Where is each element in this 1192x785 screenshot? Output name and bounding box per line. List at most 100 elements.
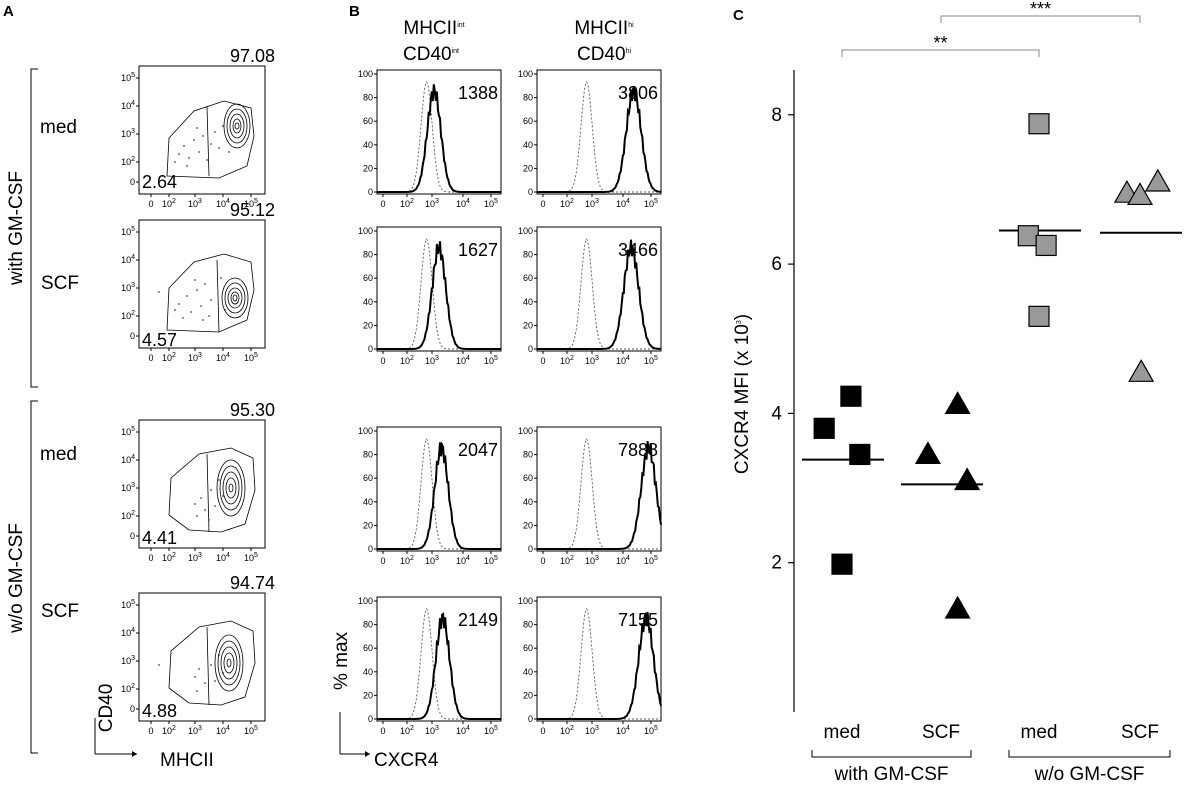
panel-a-y-tick-2-4: 105 [121, 226, 135, 237]
panel-b-x-tick: 104 [456, 555, 470, 566]
panel-a-y-tick-1-0: 0 [130, 177, 135, 187]
cxcr4-stain-curve [537, 441, 662, 550]
histogram-int-2: 0 102 103 104 105 0 20 40 60 80 100 1627 [358, 226, 502, 366]
panel-a-y-tick-1-1: 102 [121, 156, 135, 167]
panel-b-x-tick: 103 [585, 555, 599, 566]
panel-b-x-tick: 102 [560, 198, 574, 209]
panel-a-x-tick-1-0: 0 [148, 199, 153, 209]
column-header-int-line2: CD40int [403, 44, 459, 65]
histogram-hi-2: 0 102 103 104 105 0 20 40 60 80 100 3466 [518, 226, 662, 366]
panel-a-x-tick-3-3: 104 [216, 552, 230, 563]
panel-b-x-tick: 105 [644, 725, 658, 736]
condition-label-a-4: SCF [41, 601, 79, 622]
panel-a-x-tick-3-0: 0 [148, 553, 153, 563]
panel-b-y-tick: 0 [528, 714, 533, 724]
panel-a-y-tick-4-2: 103 [121, 655, 135, 666]
panel-b-y-tick: 80 [523, 93, 533, 103]
panel-b-x-tick: 0 [380, 356, 385, 366]
y-tick-label: 4 [771, 403, 782, 424]
group-bracket-1 [1008, 750, 1171, 758]
panel-b-x-tick: 104 [616, 725, 630, 736]
panel-b-y-tick: 100 [358, 226, 373, 236]
y-tick-label: 8 [771, 105, 782, 126]
cxcr4-stain-curve [377, 241, 501, 350]
panel-b-y-tick: 40 [523, 497, 533, 507]
panel-b-y-tick: 0 [368, 187, 373, 197]
gate-high-pct-1: 97.08 [230, 46, 275, 66]
panel-a-x-tick-2-2: 103 [188, 352, 202, 363]
panel-b-y-tick: 40 [523, 667, 533, 677]
panel-a-x-tick-1-1: 102 [162, 198, 176, 209]
panel-b-x-tick: 0 [540, 556, 545, 566]
group-label-with-gmcsf: with GM-CSF [6, 171, 27, 286]
mfi-value-hi-3: 7888 [618, 440, 658, 460]
panel-b-y-tick: 60 [363, 116, 373, 126]
panel-b-y-tick: 100 [518, 426, 533, 436]
panel-b-y-tick: 0 [528, 187, 533, 197]
panel-b-x-tick: 0 [540, 726, 545, 736]
group-bracket-with-gmcsf [30, 68, 38, 388]
contour-plot-3 [138, 419, 266, 549]
panel-a-x-axis-label: MHCII [160, 750, 214, 771]
data-point-1-1 [914, 441, 941, 465]
panel-b-x-tick: 102 [560, 555, 574, 566]
panel-b-y-tick: 0 [368, 544, 373, 554]
panel-b-y-tick: 60 [363, 643, 373, 653]
panel-b-y-tick: 20 [363, 163, 373, 173]
panel-b-x-tick: 102 [400, 198, 414, 209]
panel-b-y-tick: 80 [363, 620, 373, 630]
panel-b-x-tick: 102 [400, 355, 414, 366]
panel-b-x-tick: 0 [540, 199, 545, 209]
y-tick-label: 6 [771, 254, 782, 275]
panel-a-x-tick-1-2: 103 [188, 198, 202, 209]
panel-a-y-tick-4-3: 104 [121, 627, 135, 638]
panel-b-y-axis-label: % max [331, 631, 352, 690]
panel-b-y-tick: 60 [523, 473, 533, 483]
data-point-0-1 [813, 417, 835, 439]
panel-b-y-tick: 20 [363, 320, 373, 330]
panel-b-y-tick: 100 [358, 69, 373, 79]
panel-b-y-tick: 20 [363, 690, 373, 700]
panel-a-tick-labels: 0 0 102 102 103 103 104 104 105 105 0 0 102 102 103 103… [121, 72, 258, 736]
mfi-value-hi-1: 3806 [618, 83, 658, 103]
panel-b-x-tick: 0 [380, 199, 385, 209]
panel-b-x-tick: 105 [644, 555, 658, 566]
panel-a-y-tick-3-3: 104 [121, 454, 135, 465]
panel-b-y-tick: 100 [358, 426, 373, 436]
gate-low-pct-3: 4.41 [142, 528, 177, 548]
panel-b-y-tick: 60 [523, 643, 533, 653]
panel-b-x-tick: 0 [380, 556, 385, 566]
panel-a-x-tick-4-3: 104 [216, 725, 230, 736]
cxcr4-stain-curve [537, 85, 662, 193]
panel-b-x-tick: 105 [644, 355, 658, 366]
panel-a-y-tick-2-0: 0 [130, 331, 135, 341]
contour-plot-2 [138, 219, 266, 349]
significance-bracket-0 [841, 49, 1040, 57]
panel-a-y-tick-3-1: 102 [121, 510, 135, 521]
panel-a-y-tick-4-1: 102 [121, 683, 135, 694]
panel-b-y-tick: 60 [363, 473, 373, 483]
significance-label-0: ** [933, 33, 947, 53]
panel-b-x-tick: 104 [616, 355, 630, 366]
panel-b-y-tick: 40 [363, 140, 373, 150]
mfi-value-hi-2: 3466 [618, 240, 658, 260]
panel-b-y-tick: 60 [523, 273, 533, 283]
panel-b-y-tick: 40 [523, 140, 533, 150]
column-header-int-line1: MHCIIint [403, 18, 464, 39]
panel-b-y-tick: 80 [363, 250, 373, 260]
histogram-hi-4: 0 102 103 104 105 0 20 40 60 80 100 7155 [518, 596, 662, 736]
panel-b-y-tick: 40 [363, 497, 373, 507]
panel-b-x-tick: 103 [585, 198, 599, 209]
panel-a-x-tick-3-2: 103 [188, 552, 202, 563]
cxcr4-stain-curve [537, 239, 662, 350]
significance-label-1: *** [1030, 0, 1051, 19]
panel-b-y-tick: 20 [523, 690, 533, 700]
histogram-int-4: 0 102 103 104 105 0 20 40 60 80 100 2149 [358, 596, 502, 736]
panel-b-x-tick: 103 [425, 725, 439, 736]
panel-a-y-axis-label: CD40 [96, 684, 117, 733]
group-bracket-0 [811, 750, 972, 758]
panel-label-c: C [733, 7, 744, 24]
contour-plot-1 [138, 65, 266, 195]
panel-b-y-tick: 40 [363, 297, 373, 307]
panel-b-x-tick: 103 [585, 355, 599, 366]
